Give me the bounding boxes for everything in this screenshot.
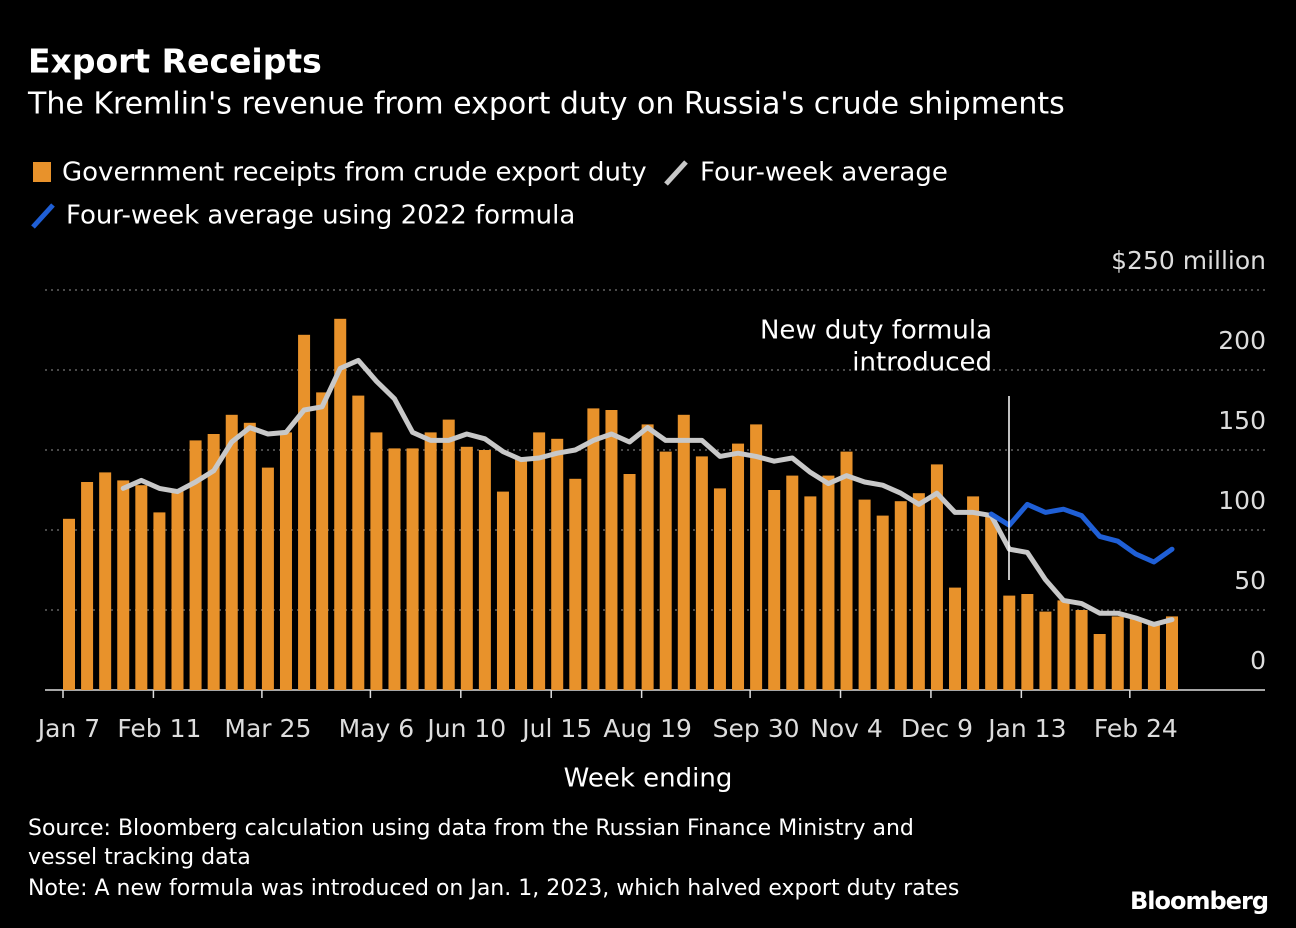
- bar: [569, 478, 582, 690]
- x-tick-label: Feb 24: [1094, 714, 1178, 743]
- x-axis-title: Week ending: [564, 764, 733, 794]
- bar: [442, 419, 455, 690]
- bar: [117, 480, 130, 690]
- bar: [641, 424, 654, 690]
- legend-label: Four-week average using 2022 formula: [66, 201, 575, 231]
- bar: [207, 434, 220, 690]
- x-tick-label: Jul 15: [520, 714, 592, 743]
- y-tick-label: 100: [1218, 486, 1266, 515]
- bar: [99, 472, 112, 690]
- bar: [316, 392, 329, 690]
- bar: [750, 424, 763, 690]
- bar: [822, 475, 835, 690]
- chart-subtitle: The Kremlin's revenue from export duty o…: [27, 87, 1065, 122]
- bar: [1003, 595, 1016, 690]
- bar: [587, 408, 600, 690]
- bar: [261, 467, 274, 690]
- annotation: New duty formula: [760, 316, 992, 346]
- bar: [695, 456, 708, 690]
- bar: [1093, 634, 1106, 690]
- x-tick-label: Sep 30: [713, 714, 800, 743]
- y-tick-label: $250 million: [1111, 246, 1266, 275]
- bar: [189, 440, 202, 690]
- bar: [334, 318, 347, 690]
- x-tick-label: Aug 19: [603, 714, 692, 743]
- source: Source: Bloomberg calculation using data…: [28, 816, 914, 841]
- bar: [786, 475, 799, 690]
- line: [120, 357, 1175, 627]
- bar: [551, 438, 564, 690]
- note: Note: A new formula was introduced on Ja…: [28, 876, 959, 901]
- bar: [81, 482, 94, 690]
- line: [988, 501, 1175, 565]
- bar: [1166, 616, 1178, 690]
- source: vessel tracking data: [28, 845, 251, 870]
- bar: [1057, 600, 1070, 690]
- legend-swatch: [664, 160, 688, 186]
- bar: [225, 414, 238, 690]
- bar: [713, 488, 726, 690]
- bar: [912, 493, 925, 690]
- x-tick-label: Dec 9: [901, 714, 973, 743]
- annotation: introduced: [852, 348, 992, 378]
- bar: [1147, 622, 1160, 690]
- legend-label: Four-week average: [700, 158, 948, 188]
- x-tick-label: Jun 10: [425, 714, 506, 743]
- bar: [370, 432, 383, 690]
- x-tick-label: May 6: [339, 714, 415, 743]
- legend-swatch: [31, 203, 55, 229]
- x-tick-label: Nov 4: [810, 714, 883, 743]
- y-tick-label: 0: [1250, 646, 1266, 675]
- bar: [659, 451, 672, 690]
- bar: [1021, 594, 1034, 690]
- bar: [985, 515, 998, 690]
- bar: [478, 450, 491, 690]
- bar: [460, 446, 473, 690]
- bar: [677, 414, 690, 690]
- bar: [894, 501, 907, 690]
- bar: [623, 474, 636, 690]
- bar: [352, 395, 365, 690]
- bar: [153, 512, 166, 690]
- x-tick-label: Jan 7: [36, 714, 100, 743]
- bar: [1075, 610, 1088, 690]
- bar: [515, 459, 528, 690]
- x-tick-label: Mar 25: [224, 714, 311, 743]
- bar: [243, 422, 256, 690]
- bar: [949, 587, 962, 690]
- legend-label: Government receipts from crude export du…: [62, 158, 647, 188]
- bar: [424, 432, 437, 690]
- bar: [768, 490, 781, 690]
- y-tick-label: 150: [1218, 406, 1266, 435]
- x-tick-label: Jan 13: [986, 714, 1066, 743]
- bar: [930, 464, 943, 690]
- bar: [533, 432, 546, 690]
- chart-title: Export Receipts: [28, 42, 322, 81]
- bar: [732, 443, 745, 690]
- bar: [279, 432, 292, 690]
- y-tick-label: 50: [1234, 566, 1266, 595]
- bar: [298, 334, 311, 690]
- bar: [406, 448, 419, 690]
- bar: [388, 448, 401, 690]
- y-tick-label: 200: [1218, 326, 1266, 355]
- x-tick-label: Feb 11: [117, 714, 201, 743]
- bar: [858, 499, 871, 690]
- bar: [840, 451, 853, 690]
- bar: [1039, 611, 1052, 690]
- bar: [496, 491, 509, 690]
- bar: [171, 490, 184, 690]
- bar: [135, 485, 148, 690]
- legend-swatch: [33, 162, 51, 182]
- bar: [967, 496, 980, 690]
- bar: [804, 496, 817, 690]
- bar: [605, 410, 618, 690]
- bar: [876, 515, 889, 690]
- bar: [63, 518, 75, 690]
- bar: [1111, 616, 1124, 690]
- bar: [1129, 618, 1142, 690]
- brand: Bloomberg: [1130, 887, 1268, 915]
